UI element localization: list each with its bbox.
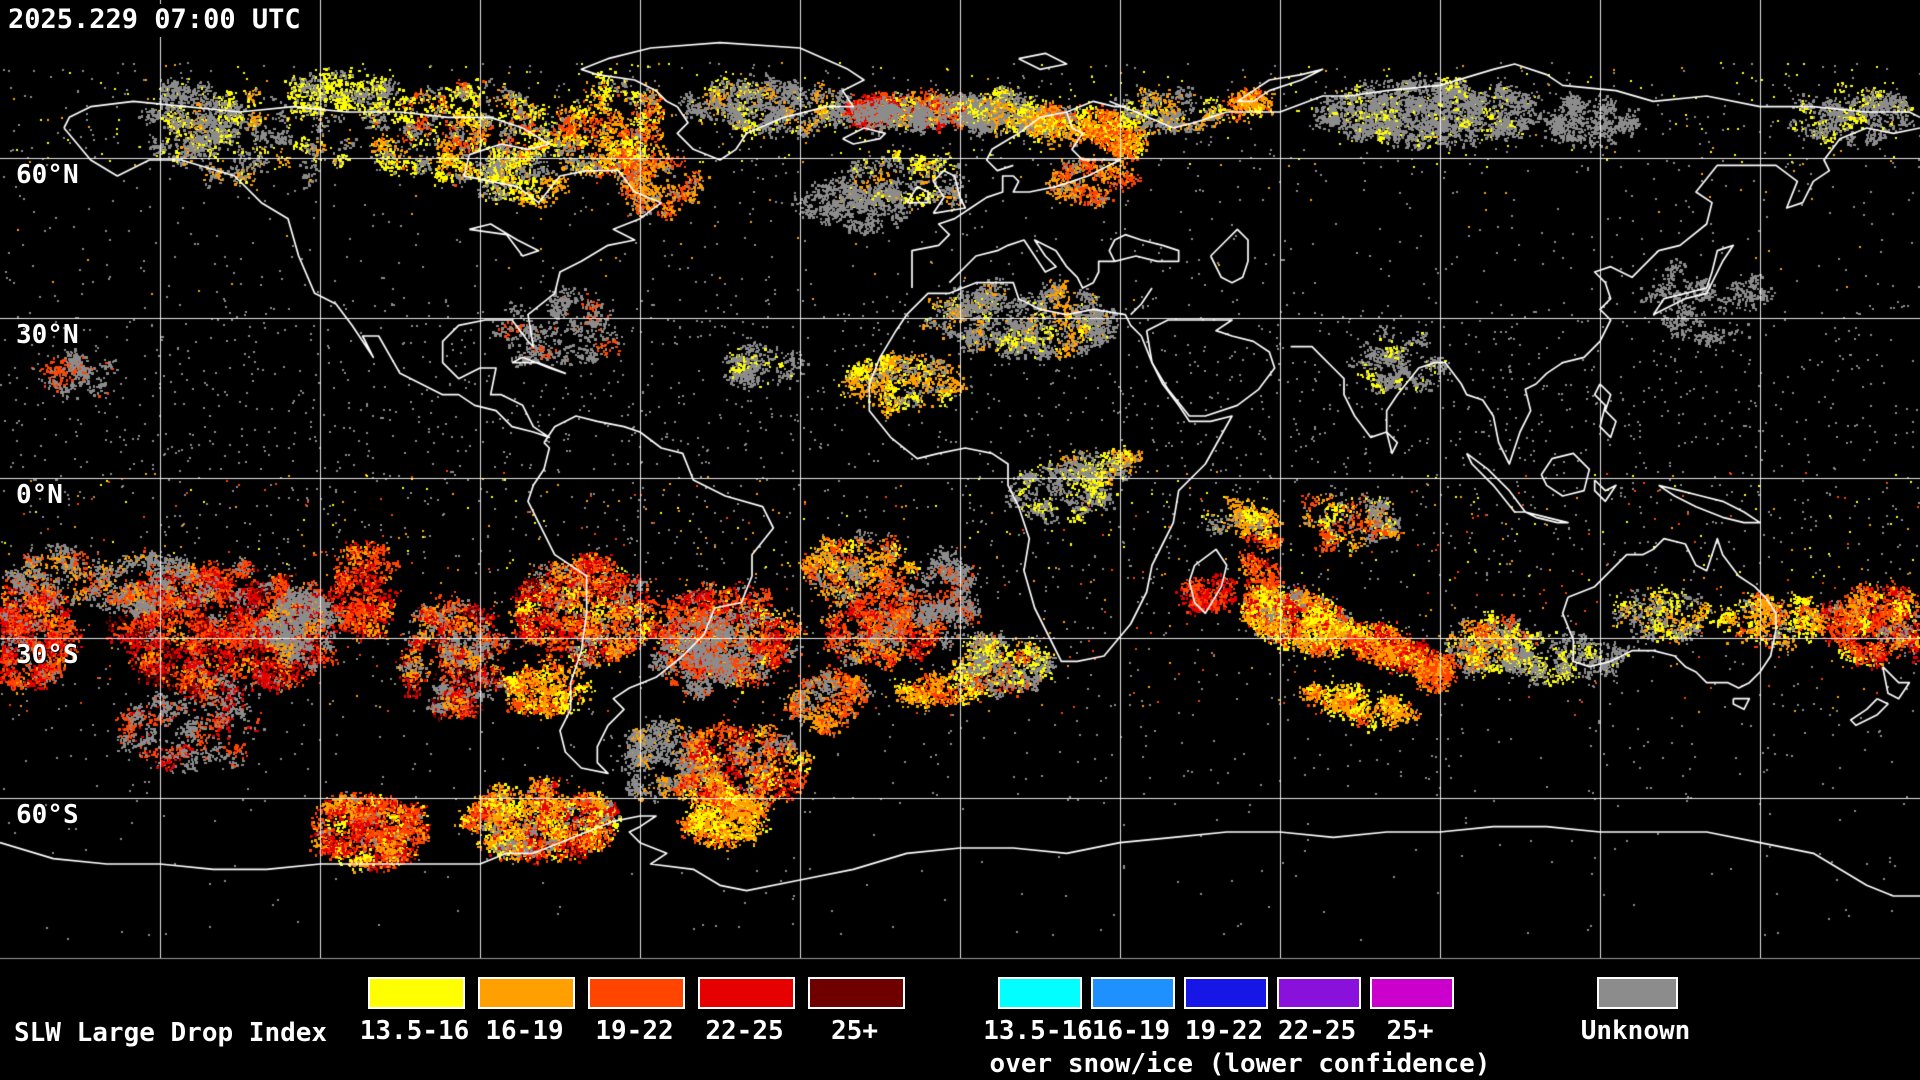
legend-swatch-snow-ice-16-19	[1091, 977, 1175, 1009]
legend-label-unknown: Unknown	[1580, 1016, 1691, 1046]
legend-label-slw-22-25: 22-25	[705, 1016, 784, 1046]
legend-swatch-slw-19-22	[588, 977, 685, 1009]
legend-swatch-snow-ice-13.5-16	[998, 977, 1082, 1009]
legend-label-slw-25+: 25+	[831, 1016, 878, 1046]
legend-swatch-snow-ice-22-25	[1277, 977, 1361, 1009]
legend-label-snow-ice-19-22: 19-22	[1184, 1016, 1264, 1046]
legend-label-slw-16-19: 16-19	[485, 1016, 564, 1046]
timestamp-label: 2025.229 07:00 UTC	[8, 4, 305, 37]
legend-swatch-slw-25+	[808, 977, 905, 1009]
legend-caption-snow-ice: over snow/ice (lower confidence)	[989, 1049, 1491, 1079]
legend-swatch-snow-ice-19-22	[1184, 977, 1268, 1009]
legend-label-snow-ice-13.5-16: 13.5-16	[983, 1016, 1093, 1046]
legend-label-snow-ice-22-25: 22-25	[1277, 1016, 1357, 1046]
legend-title: SLW Large Drop Index	[14, 1018, 328, 1048]
legend-label-snow-ice-16-19: 16-19	[1091, 1016, 1171, 1046]
world-map-canvas	[0, 0, 1920, 960]
legend-swatch-slw-22-25	[698, 977, 795, 1009]
legend-label-slw-13.5-16: 13.5-16	[359, 1016, 470, 1046]
legend-swatch-slw-16-19	[478, 977, 575, 1009]
legend-label-snow-ice-25+: 25+	[1386, 1016, 1434, 1046]
legend-swatch-snow-ice-25+	[1370, 977, 1454, 1009]
legend-label-slw-19-22: 19-22	[595, 1016, 674, 1046]
legend-swatch-slw-13.5-16	[368, 977, 465, 1009]
legend-swatch-unknown	[1597, 977, 1678, 1009]
